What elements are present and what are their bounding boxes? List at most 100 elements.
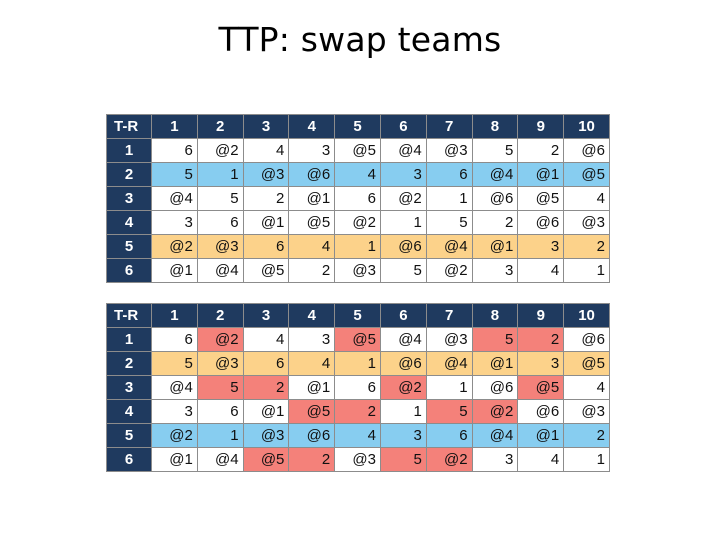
table-cell: @3 (242, 162, 290, 187)
table-cell: 1 (334, 351, 381, 376)
table-cell: @1 (242, 399, 290, 424)
row-header-team-6: 6 (106, 258, 152, 283)
table-cell: @5 (242, 258, 290, 283)
row-header-team-5: 5 (106, 423, 152, 448)
table-cell: 2 (563, 234, 610, 259)
row-header-team-1: 1 (106, 138, 152, 163)
table-cell: 4 (288, 234, 336, 259)
table-cell: @4 (471, 162, 519, 187)
table-cell: @5 (242, 447, 290, 472)
table-cell: @6 (471, 375, 519, 400)
table-cell: 3 (379, 423, 427, 448)
table-cell: @3 (242, 423, 290, 448)
table-cell: @5 (288, 399, 336, 424)
table-cell: 3 (151, 399, 198, 424)
table-cell: @4 (196, 447, 244, 472)
table-cell: @1 (151, 447, 198, 472)
table-cell: 1 (379, 399, 427, 424)
table-cell: 2 (471, 210, 519, 235)
table-cell: 5 (151, 351, 198, 376)
table-cell: 4 (334, 162, 381, 187)
table-cell: 2 (517, 327, 565, 352)
table-cell: @4 (425, 351, 473, 376)
column-header-round-7: 7 (425, 303, 473, 328)
table-cell: 6 (425, 423, 473, 448)
table-cell: 6 (242, 351, 290, 376)
column-header-round-1: 1 (151, 114, 198, 139)
table-cell: 2 (334, 399, 381, 424)
table-cell: @3 (563, 210, 610, 235)
row-header-team-5: 5 (106, 234, 152, 259)
table-cell: @5 (334, 327, 381, 352)
row-header-team-1: 1 (106, 327, 152, 352)
table-cell: 6 (196, 399, 244, 424)
row-header-team-4: 4 (106, 210, 152, 235)
column-header-round-10: 10 (563, 303, 610, 328)
table-cell: 6 (151, 138, 198, 163)
column-header-round-5: 5 (334, 114, 381, 139)
table-cell: 4 (242, 138, 290, 163)
row-header-team-3: 3 (106, 375, 152, 400)
column-header-round-9: 9 (517, 114, 565, 139)
table-cell: @2 (334, 210, 381, 235)
table-cell: 3 (151, 210, 198, 235)
table-cell: @3 (334, 258, 381, 283)
table-cell: @4 (379, 327, 427, 352)
table-cell: 2 (242, 375, 290, 400)
header-row: T-R 1 2 3 4 5 6 7 8 9 10 (106, 303, 610, 328)
table-cell: @1 (242, 210, 290, 235)
table-cell: 1 (563, 258, 610, 283)
table-cell: 5 (379, 447, 427, 472)
table-cell: 1 (425, 186, 473, 211)
table-cell: @1 (471, 351, 519, 376)
column-header-round-9: 9 (517, 303, 565, 328)
table-cell: 5 (151, 162, 198, 187)
table-row: 2 5 1 @3 @6 4 3 6 @4 @1 @5 (106, 162, 610, 187)
table-cell: 4 (517, 447, 565, 472)
table-cell: @6 (288, 162, 336, 187)
table-cell: @2 (379, 375, 427, 400)
table-cell: 2 (517, 138, 565, 163)
table-cell: 6 (425, 162, 473, 187)
table-cell: @6 (563, 138, 610, 163)
table-cell: @3 (425, 138, 473, 163)
table-cell: @2 (196, 138, 244, 163)
table-cell: 4 (563, 375, 610, 400)
table-cell: 1 (334, 234, 381, 259)
table-cell: 3 (471, 258, 519, 283)
corner-header: T-R (106, 114, 152, 139)
table-cell: 1 (379, 210, 427, 235)
table-cell: @3 (196, 234, 244, 259)
column-header-round-2: 2 (196, 303, 244, 328)
table-cell: @3 (425, 327, 473, 352)
table-cell: @6 (517, 210, 565, 235)
table-row: 1 6 @2 4 3 @5 @4 @3 5 2 @6 (106, 327, 610, 352)
table-cell: @1 (288, 186, 336, 211)
table-cell: 2 (288, 447, 336, 472)
row-header-team-2: 2 (106, 162, 152, 187)
table-cell: @2 (425, 258, 473, 283)
table-cell: @5 (334, 138, 381, 163)
table-row: 5 @2 @3 6 4 1 @6 @4 @1 3 2 (106, 234, 610, 259)
table-cell: @4 (379, 138, 427, 163)
schedule-table-after: T-R 1 2 3 4 5 6 7 8 9 10 1 6 @2 4 3 @5 @4 @3 5 2 @6 2 5 @3 6 4 1 @6… (106, 303, 610, 472)
header-row: T-R 1 2 3 4 5 6 7 8 9 10 (106, 114, 610, 139)
table-cell: 1 (563, 447, 610, 472)
column-header-round-8: 8 (471, 114, 519, 139)
table-cell: @2 (425, 447, 473, 472)
table-cell: 1 (196, 162, 244, 187)
table-cell: @3 (334, 447, 381, 472)
column-header-round-1: 1 (151, 303, 198, 328)
column-header-round-4: 4 (288, 303, 336, 328)
table-row: 6 @1 @4 @5 2 @3 5 @2 3 4 1 (106, 447, 610, 472)
column-header-round-3: 3 (242, 114, 290, 139)
corner-header: T-R (106, 303, 152, 328)
column-header-round-5: 5 (334, 303, 381, 328)
table-cell: @6 (517, 399, 565, 424)
table-cell: 6 (196, 210, 244, 235)
table-cell: @1 (288, 375, 336, 400)
table-cell: @2 (196, 327, 244, 352)
table-cell: @4 (151, 186, 198, 211)
column-header-round-6: 6 (379, 114, 427, 139)
table-cell: 6 (242, 234, 290, 259)
